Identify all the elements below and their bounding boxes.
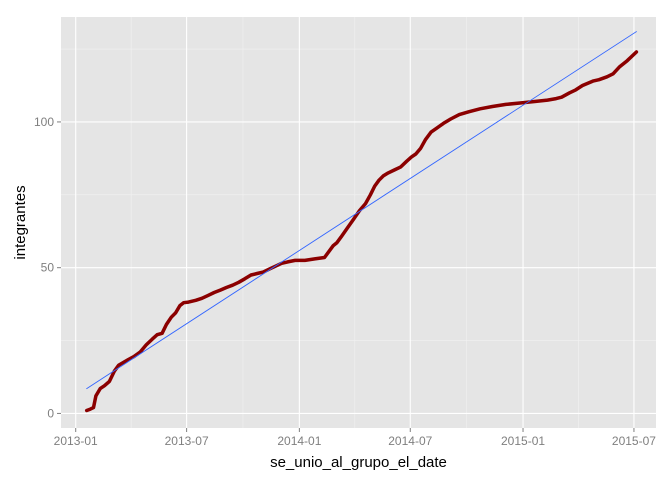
x-tick-label: 2015-01: [501, 434, 545, 448]
y-tick-label: 100: [34, 115, 54, 129]
x-tick-label: 2014-01: [277, 434, 321, 448]
x-tick-label: 2013-01: [54, 434, 98, 448]
y-tick-label: 50: [41, 261, 55, 275]
grid-major: [61, 17, 656, 428]
x-tick-label: 2014-07: [388, 434, 432, 448]
axis-ticks: 2013-01 2013-07 2014-01 2014-07 2015-01 2015-…: [34, 115, 656, 448]
y-axis-title: integrantes: [12, 185, 29, 259]
x-tick-label: 2015-07: [612, 434, 656, 448]
trend-line: [86, 31, 637, 390]
chart-marks: [84, 31, 639, 413]
y-tick-label: 0: [47, 406, 54, 420]
x-tick-label: 2013-07: [165, 434, 209, 448]
plot-panel: [61, 17, 656, 428]
x-axis-title: se_unio_al_grupo_el_date: [270, 454, 447, 471]
members-line: [84, 50, 639, 413]
